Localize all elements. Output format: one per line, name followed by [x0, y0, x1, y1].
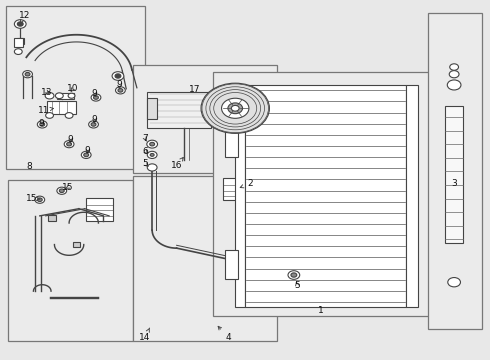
Circle shape [288, 271, 300, 279]
Text: 17: 17 [190, 85, 201, 94]
Circle shape [23, 71, 32, 78]
Circle shape [116, 87, 125, 94]
Circle shape [59, 189, 64, 193]
Text: 16: 16 [171, 157, 183, 170]
Circle shape [228, 103, 243, 114]
Bar [133, 176, 277, 341]
Circle shape [64, 140, 74, 148]
Bar [133, 65, 277, 173]
Bar [73, 242, 80, 247]
Bar [57, 93, 74, 99]
Bar [445, 107, 464, 243]
Text: 9: 9 [68, 135, 74, 144]
Circle shape [84, 153, 89, 157]
Bar [225, 250, 238, 279]
Circle shape [65, 113, 73, 118]
Bar [213, 72, 433, 316]
Bar [8, 180, 133, 341]
Circle shape [147, 164, 157, 171]
Bar [86, 198, 113, 221]
Circle shape [46, 113, 53, 118]
Text: 3: 3 [451, 179, 457, 188]
Circle shape [37, 198, 42, 202]
Bar [47, 101, 76, 114]
Text: 9: 9 [38, 119, 44, 128]
Text: 5: 5 [143, 159, 148, 168]
Text: 9: 9 [92, 115, 98, 124]
Circle shape [17, 22, 23, 26]
Circle shape [291, 273, 297, 277]
Circle shape [67, 142, 72, 146]
Circle shape [115, 74, 121, 78]
Circle shape [448, 278, 461, 287]
Bar [235, 92, 250, 103]
Circle shape [147, 151, 157, 158]
Circle shape [118, 89, 123, 92]
Circle shape [35, 196, 45, 203]
Circle shape [25, 72, 30, 76]
Bar [428, 13, 482, 329]
Text: 13: 13 [41, 87, 53, 96]
Circle shape [231, 105, 239, 111]
Circle shape [449, 71, 459, 78]
Bar [225, 128, 238, 157]
Text: 8: 8 [26, 162, 32, 171]
Circle shape [201, 83, 270, 134]
Text: 14: 14 [139, 328, 150, 342]
Text: 6: 6 [143, 147, 148, 156]
Text: 15: 15 [26, 194, 40, 203]
Circle shape [447, 80, 461, 90]
Circle shape [94, 96, 98, 99]
Text: 12: 12 [19, 10, 30, 23]
Text: 9: 9 [85, 146, 91, 155]
Circle shape [450, 64, 459, 70]
Bar [17, 39, 24, 44]
Circle shape [55, 93, 63, 99]
Circle shape [147, 140, 158, 148]
Text: 2: 2 [240, 179, 253, 188]
Bar [235, 85, 245, 307]
Text: 11: 11 [38, 105, 53, 114]
Text: 10: 10 [67, 84, 79, 93]
Circle shape [40, 123, 45, 126]
Text: 15: 15 [62, 183, 74, 192]
Circle shape [68, 93, 75, 98]
Circle shape [150, 142, 155, 146]
Text: 7: 7 [143, 134, 148, 143]
Circle shape [81, 151, 91, 158]
Text: 9: 9 [92, 89, 98, 98]
Circle shape [14, 20, 26, 28]
Bar [48, 215, 56, 221]
Circle shape [150, 153, 154, 156]
Circle shape [45, 93, 54, 99]
Bar [147, 92, 211, 128]
Bar [245, 85, 406, 307]
Circle shape [112, 72, 124, 80]
Circle shape [221, 98, 249, 118]
Bar [406, 85, 418, 307]
Bar [147, 98, 157, 119]
Bar [5, 6, 145, 169]
Bar [14, 39, 23, 47]
Text: 4: 4 [218, 326, 231, 342]
Circle shape [57, 187, 67, 194]
Text: 9: 9 [117, 81, 122, 90]
Bar [223, 178, 250, 200]
Circle shape [91, 94, 101, 101]
Circle shape [37, 121, 47, 128]
Text: 5: 5 [294, 281, 300, 290]
Circle shape [14, 49, 22, 54]
Text: 1: 1 [318, 306, 323, 315]
Circle shape [89, 121, 98, 128]
Circle shape [91, 123, 96, 126]
